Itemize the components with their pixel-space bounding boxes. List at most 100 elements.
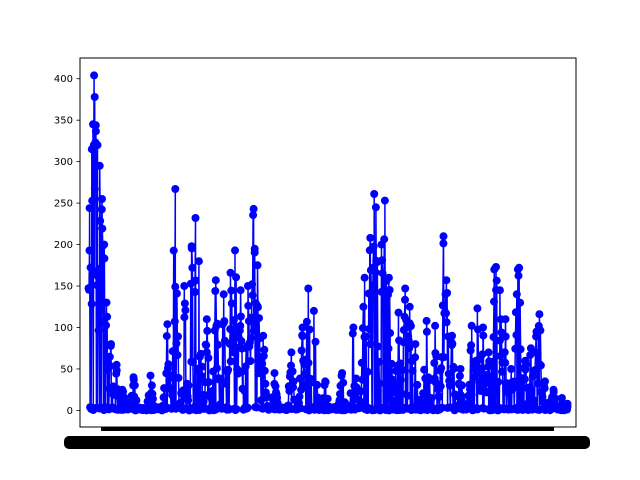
data-point — [477, 365, 486, 374]
data-point — [520, 375, 529, 384]
data-point — [371, 203, 380, 212]
data-point — [102, 321, 110, 330]
data-point — [231, 246, 239, 255]
data-point — [107, 340, 115, 349]
data-point — [457, 395, 466, 404]
data-point — [166, 371, 174, 380]
data-point — [487, 358, 496, 366]
data-point — [172, 289, 181, 298]
data-point — [442, 276, 451, 285]
data-point — [260, 345, 269, 354]
data-point — [501, 332, 510, 341]
data-point — [551, 394, 560, 403]
data-point — [172, 339, 181, 348]
data-point — [388, 375, 397, 384]
data-point — [211, 287, 220, 295]
data-point — [298, 323, 307, 332]
data-point — [96, 216, 105, 225]
data-point — [236, 321, 245, 330]
data-point — [120, 393, 129, 402]
data-point — [370, 190, 379, 198]
data-point — [378, 256, 387, 265]
data-point — [249, 211, 258, 220]
data-point — [85, 246, 94, 255]
data-point — [301, 369, 310, 378]
data-point — [369, 242, 378, 251]
data-point — [259, 352, 268, 360]
data-point — [91, 127, 100, 136]
x-tick-layer — [64, 427, 590, 449]
data-point — [304, 358, 313, 367]
data-point — [240, 387, 249, 395]
data-point — [411, 340, 420, 349]
data-point — [356, 387, 365, 396]
data-point — [98, 224, 107, 233]
data-point — [422, 316, 431, 325]
data-point — [211, 276, 220, 285]
data-point — [514, 271, 523, 280]
data-point — [367, 288, 376, 297]
data-point — [246, 357, 255, 365]
data-point — [105, 352, 114, 361]
data-point — [93, 141, 102, 150]
data-point — [90, 93, 99, 101]
data-point — [448, 339, 457, 348]
data-point — [216, 374, 225, 383]
data-point — [208, 386, 217, 395]
data-point — [173, 351, 182, 360]
data-point — [446, 377, 455, 385]
data-point — [378, 269, 387, 278]
data-point — [439, 239, 448, 248]
data-point — [530, 396, 538, 405]
data-point — [87, 299, 96, 308]
data-point — [498, 367, 506, 376]
data-point — [527, 386, 536, 395]
data-point — [536, 326, 545, 335]
data-point — [236, 312, 245, 321]
data-point — [243, 403, 252, 412]
data-point — [363, 367, 372, 376]
data-point — [422, 327, 431, 336]
data-point — [174, 373, 183, 382]
data-point — [495, 286, 504, 295]
data-point — [405, 344, 414, 352]
data-point — [394, 308, 403, 317]
data-point — [540, 384, 549, 393]
data-point — [164, 360, 173, 369]
data-point — [244, 301, 253, 310]
data-point — [100, 254, 109, 263]
y-tick-label: 250 — [54, 199, 73, 210]
data-point — [436, 382, 445, 391]
data-point — [411, 353, 420, 362]
x-tick-labels — [64, 436, 590, 449]
data-point — [427, 394, 436, 403]
y-tick-label: 400 — [54, 74, 73, 85]
data-point — [444, 369, 453, 378]
data-point — [299, 381, 308, 390]
data-point — [375, 379, 384, 388]
data-point — [102, 298, 111, 307]
data-point — [467, 321, 476, 330]
data-point — [85, 285, 93, 294]
data-point — [396, 376, 405, 384]
data-point — [438, 301, 447, 310]
data-point — [450, 364, 458, 373]
data-point — [384, 273, 393, 282]
data-point — [442, 309, 450, 318]
data-point — [490, 297, 498, 306]
data-point — [495, 336, 504, 345]
data-point — [163, 320, 172, 329]
y-tick-label: 0 — [67, 406, 73, 417]
data-point — [533, 349, 542, 358]
data-point — [492, 263, 500, 271]
data-point — [398, 366, 407, 374]
data-point — [338, 369, 347, 378]
data-point — [516, 345, 525, 354]
data-point — [515, 263, 524, 272]
data-point — [386, 329, 395, 338]
data-point — [259, 331, 268, 340]
plot-frame — [79, 57, 577, 428]
data-point — [479, 323, 487, 332]
data-point — [380, 196, 389, 205]
